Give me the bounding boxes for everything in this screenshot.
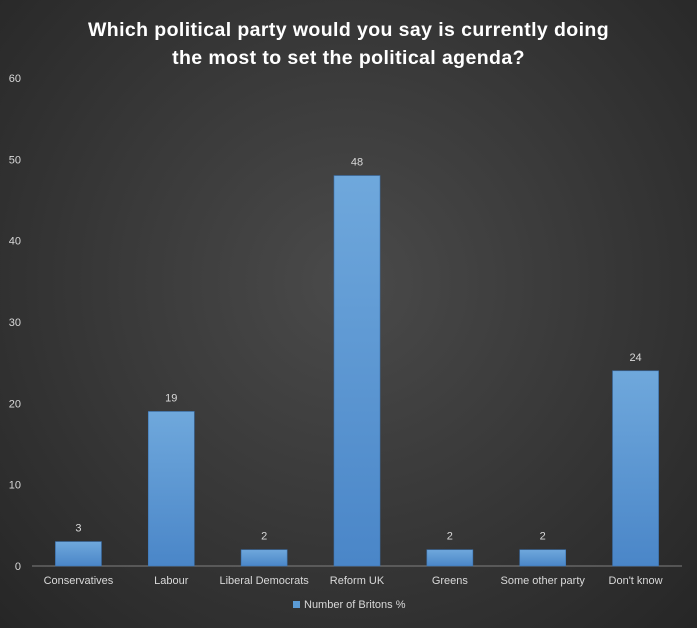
bar xyxy=(333,175,381,567)
data-label: 2 xyxy=(261,531,267,543)
bar xyxy=(55,541,102,567)
y-tick-label: 30 xyxy=(9,317,21,329)
data-label: 24 xyxy=(629,352,641,364)
y-tick-label: 60 xyxy=(9,73,21,85)
x-tick-label: Don't know xyxy=(609,575,663,587)
x-tick-label: Liberal Democrats xyxy=(220,575,310,587)
chart-title-line-1: Which political party would you say is c… xyxy=(87,19,610,41)
y-tick-label: 50 xyxy=(9,154,21,166)
x-tick-label: Greens xyxy=(432,575,469,587)
y-tick-label: 10 xyxy=(9,480,21,492)
legend-label: Number of Britons % xyxy=(304,599,406,611)
bar xyxy=(147,411,195,567)
x-tick-label: Labour xyxy=(154,575,189,587)
legend-swatch xyxy=(293,601,300,608)
bar xyxy=(240,549,288,567)
bar xyxy=(426,549,474,567)
bar xyxy=(612,370,659,567)
bar xyxy=(519,549,567,567)
x-tick-label: Reform UK xyxy=(330,575,385,587)
data-label: 48 xyxy=(351,157,363,169)
x-tick-label: Conservatives xyxy=(44,575,114,587)
y-tick-label: 0 xyxy=(15,561,21,573)
x-tick-label: Some other party xyxy=(501,575,586,587)
chart-title-line-2: the most to set the political agenda? xyxy=(172,47,525,69)
data-label: 2 xyxy=(447,531,453,543)
data-label: 19 xyxy=(165,392,177,404)
data-label: 2 xyxy=(540,531,546,543)
data-label: 3 xyxy=(75,523,81,535)
chart-title: Which political party would you say is c… xyxy=(0,16,697,72)
y-tick-label: 40 xyxy=(9,236,21,248)
y-tick-label: 20 xyxy=(9,398,21,410)
